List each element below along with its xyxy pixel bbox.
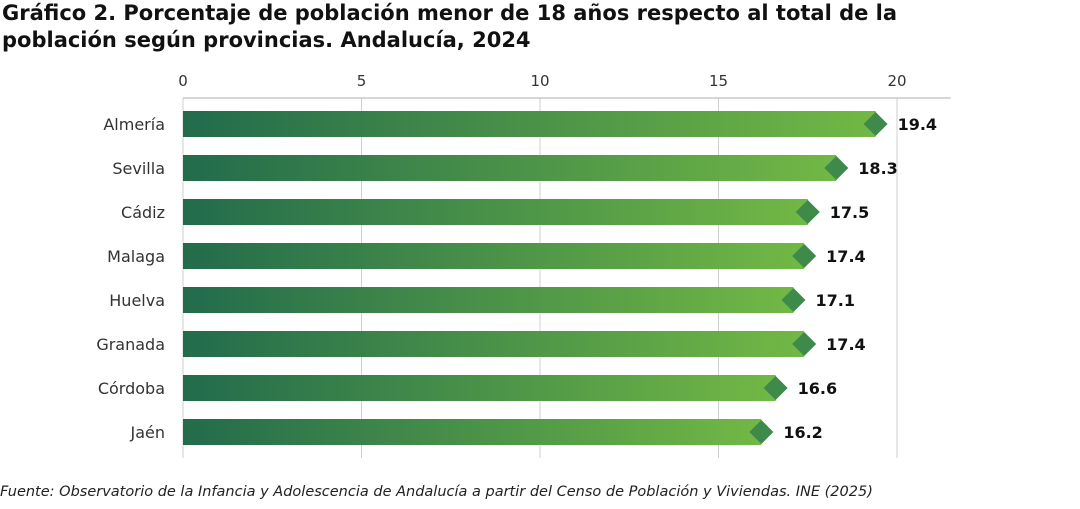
bar-8 <box>183 419 762 445</box>
bar-end-marker-6 <box>792 332 817 356</box>
grid <box>182 98 898 458</box>
bar-end-marker-2 <box>824 156 849 180</box>
x-tick-label-5: 5 <box>357 72 367 90</box>
bar-end-marker-1 <box>863 112 888 136</box>
bar-end-marker-3 <box>795 200 820 224</box>
value-label-5: 17.1 <box>815 291 854 310</box>
bar-5 <box>183 287 794 313</box>
bar-end-marker-7 <box>763 376 788 400</box>
labels: Almería 19.4 Sevilla 18.3 Cádiz 17.5 Malaga 17.… <box>96 115 937 442</box>
chart-title-line-2: población según provincias. Andalucía, 2… <box>2 28 531 52</box>
bar-3 <box>183 199 808 225</box>
source-note: Fuente: Observatorio de la Infancia y Ad… <box>0 484 873 500</box>
x-tick-label-15: 15 <box>709 72 728 90</box>
bar-chart: 0 5 10 15 20 Almería 19.4 Sevilla 18.3 Cádiz 17.5… <box>96 72 951 458</box>
value-label-8: 16.2 <box>783 423 822 442</box>
category-label-8: Jaén <box>129 423 165 442</box>
bars <box>183 111 888 445</box>
value-label-3: 17.5 <box>830 203 869 222</box>
category-label-7: Córdoba <box>98 379 165 398</box>
bar-end-marker-8 <box>749 420 774 444</box>
bar-1 <box>183 111 876 137</box>
chart-title: Gráfico 2. Porcentaje de población menor… <box>2 0 1072 54</box>
value-label-2: 18.3 <box>858 159 897 178</box>
value-label-6: 17.4 <box>826 335 865 354</box>
x-axis: 0 5 10 15 20 <box>178 72 951 99</box>
value-label-1: 19.4 <box>898 115 937 134</box>
bar-2 <box>183 155 837 181</box>
bar-end-marker-5 <box>781 288 806 312</box>
bar-end-marker-4 <box>792 244 817 268</box>
x-tick-label-10: 10 <box>530 72 549 90</box>
category-label-2: Sevilla <box>112 159 165 178</box>
category-label-4: Malaga <box>107 247 165 266</box>
category-label-5: Huelva <box>109 291 165 310</box>
bar-6 <box>183 331 805 357</box>
category-label-3: Cádiz <box>121 203 165 222</box>
x-tick-label-0: 0 <box>178 72 188 90</box>
category-label-6: Granada <box>96 335 165 354</box>
bar-7 <box>183 375 776 401</box>
bar-4 <box>183 243 805 269</box>
value-label-4: 17.4 <box>826 247 865 266</box>
category-label-1: Almería <box>103 115 165 134</box>
chart-title-line-1: Gráfico 2. Porcentaje de población menor… <box>2 1 898 25</box>
x-tick-label-20: 20 <box>887 72 906 90</box>
value-label-7: 16.6 <box>798 379 837 398</box>
